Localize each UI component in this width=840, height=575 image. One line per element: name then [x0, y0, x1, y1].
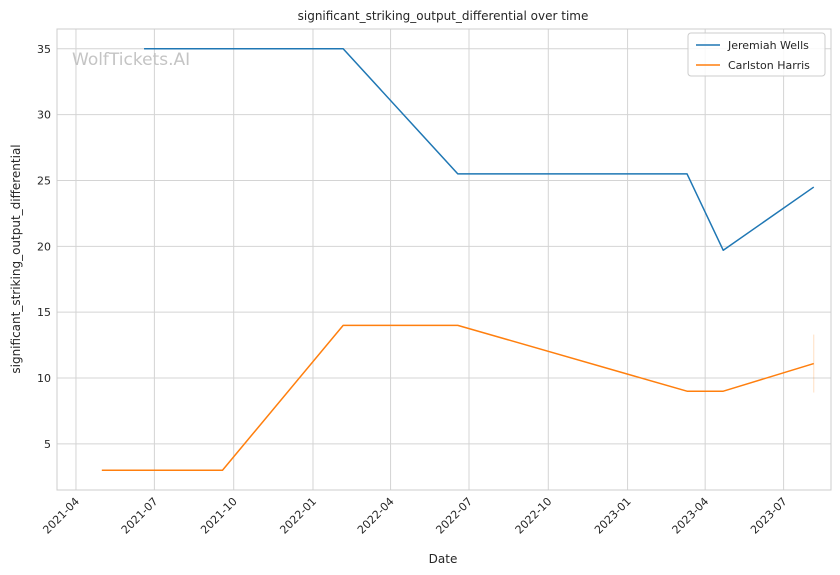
y-tick-label: 5	[44, 438, 51, 451]
legend: Jeremiah Wells Carlston Harris	[687, 32, 826, 77]
x-axis-label: Date	[429, 552, 458, 566]
series-line-jeremiah-wells	[144, 48, 815, 252]
y-tick-labels: 5 10 15 20 25 30 35	[37, 43, 51, 451]
legend-label-jeremiah-wells: Jeremiah Wells	[727, 39, 809, 52]
y-tick-label: 30	[37, 109, 51, 122]
y-axis-label: significant_striking_output_differential	[9, 144, 23, 373]
chart-title: significant_striking_output_differential…	[298, 9, 589, 23]
grid	[57, 29, 831, 490]
legend-frame	[687, 32, 826, 77]
y-tick-label: 25	[37, 174, 51, 187]
plot-frame	[56, 28, 832, 491]
y-tick-label: 35	[37, 43, 51, 56]
legend-label-carlston-harris: Carlston Harris	[728, 59, 810, 72]
y-tick-label: 20	[37, 240, 51, 253]
y-tick-label: 15	[37, 306, 51, 319]
series-lines	[101, 48, 815, 471]
y-tick-label: 10	[37, 372, 51, 385]
series-line-carlston-harris	[101, 324, 814, 471]
watermark: WolfTickets.AI	[72, 50, 190, 70]
